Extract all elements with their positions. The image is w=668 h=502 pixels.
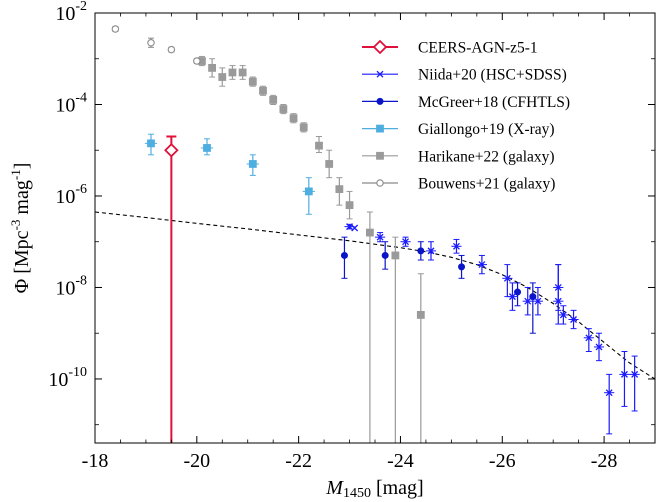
data-point (416, 311, 425, 319)
data-point (631, 370, 639, 378)
y-tick-label: 10-2 (55, 0, 87, 25)
series-2 (340, 236, 537, 334)
data-point (605, 389, 613, 397)
data-point (304, 187, 313, 196)
y-tick-label: 10-8 (55, 273, 87, 299)
data-point (402, 238, 410, 246)
y-tick-label: 10-10 (48, 365, 87, 391)
data-point (458, 263, 466, 271)
legend-label: CEERS-AGN-z5-1 (418, 40, 538, 57)
data-point (269, 96, 278, 104)
legend-label: Niida+20 (HSC+SDSS) (418, 67, 567, 84)
data-point (248, 77, 257, 86)
data-point (595, 343, 603, 351)
data-point (529, 293, 537, 301)
data-point (570, 316, 578, 323)
axis-ticks (94, 12, 656, 443)
x-tick-label: -26 (489, 450, 516, 472)
data-point (193, 57, 201, 65)
data-point (111, 25, 120, 33)
data-point (427, 247, 435, 255)
legend-label: Harikane+22 (galaxy) (418, 148, 555, 165)
series-4 (198, 55, 425, 443)
legend-label: McGreer+18 (CFHTLS) (418, 94, 570, 111)
data-point (315, 141, 323, 150)
y-tick-label: 10-6 (55, 182, 87, 208)
data-point (218, 73, 227, 81)
data-point (524, 297, 532, 305)
legend-marker (376, 179, 384, 187)
series-5 (111, 25, 201, 65)
data-point (147, 139, 155, 148)
legend-marker (376, 97, 384, 105)
data-point (238, 68, 247, 77)
x-tick-label: -22 (285, 450, 312, 472)
data-point (208, 63, 216, 72)
data-point (164, 142, 179, 158)
data-point (508, 293, 516, 301)
legend-marker (376, 151, 384, 160)
data-point (585, 334, 593, 342)
data-point (228, 68, 237, 77)
legend: CEERS-AGN-z5-1 Niida+20 (HSC+SDSS) McGreer… (362, 40, 570, 193)
data-point (376, 233, 384, 241)
y-axis-title: Φ [Mpc-3 mag-1] (8, 163, 33, 294)
data-point (147, 38, 155, 47)
data-point (325, 160, 334, 168)
data-point (559, 311, 567, 319)
data-point (289, 114, 298, 123)
data-point (346, 223, 354, 231)
legend-marker (376, 124, 384, 133)
data-point (503, 274, 511, 282)
data-point (417, 247, 425, 255)
data-point (478, 261, 486, 269)
series-0 (164, 135, 179, 443)
data-points-layer (111, 25, 640, 443)
data-point (203, 144, 211, 152)
legend-marker (376, 70, 384, 78)
data-point (620, 370, 628, 378)
data-point (391, 251, 400, 260)
data-point (345, 201, 354, 210)
data-point (340, 251, 348, 259)
data-point (534, 297, 542, 305)
data-point (554, 284, 562, 291)
data-point (381, 251, 389, 259)
legend-marker (372, 39, 388, 55)
data-point (366, 228, 374, 237)
data-point (299, 123, 308, 132)
data-point (248, 160, 257, 168)
x-tick-label: -28 (591, 450, 618, 472)
data-point (452, 242, 460, 250)
data-point (167, 45, 176, 54)
data-point (514, 288, 522, 296)
tick-labels: -18 -20 -22 -24 -26 -28 10-2 10-4 10-6 10-8 10-10 (48, 0, 617, 472)
data-point (351, 224, 359, 232)
data-point (335, 185, 344, 194)
series-3 (144, 133, 315, 215)
data-point (279, 105, 288, 113)
legend-label: Giallongo+19 (X-ray) (418, 121, 555, 138)
y-tick-label: 10-4 (55, 90, 87, 116)
series-1 (344, 223, 640, 435)
x-tick-label: -24 (387, 450, 414, 472)
x-axis-title: M1450 [mag] (325, 477, 423, 501)
x-tick-label: -18 (82, 450, 109, 472)
legend-label: Bouwens+21 (galaxy) (418, 176, 555, 193)
data-point (259, 86, 267, 95)
x-tick-label: -20 (183, 450, 210, 472)
